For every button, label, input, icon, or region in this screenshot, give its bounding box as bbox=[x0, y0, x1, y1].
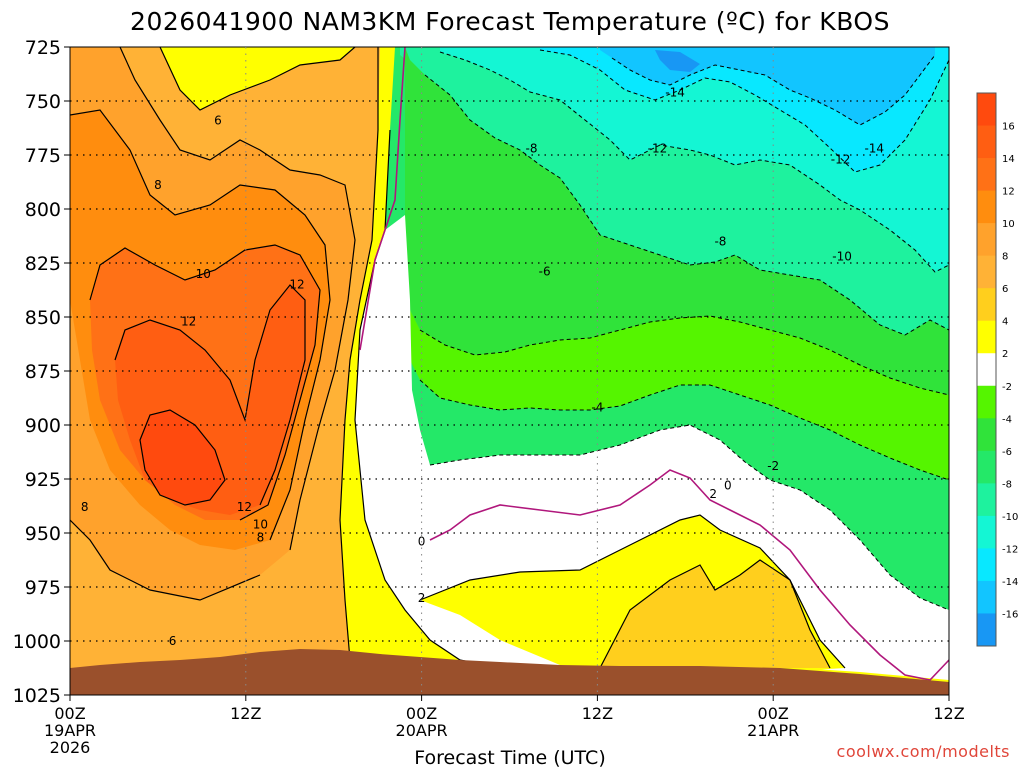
y-tick-label: 875 bbox=[25, 361, 61, 383]
colorbar-tick-label: 4 bbox=[1002, 317, 1008, 328]
colorbar-swatch bbox=[977, 288, 996, 322]
colorbar-tick-label: 14 bbox=[1002, 154, 1015, 165]
contour-label: 2 bbox=[709, 487, 717, 501]
y-tick-label: 1025 bbox=[13, 685, 61, 707]
contour-label: 2 bbox=[418, 591, 426, 605]
x-tick-label: 12Z bbox=[582, 704, 613, 723]
contour-lines-cold bbox=[419, 49, 949, 611]
contour-label: -8 bbox=[525, 142, 537, 156]
y-tick-label: 900 bbox=[25, 415, 61, 437]
colorbar-swatch bbox=[977, 223, 996, 257]
y-tick-label: 950 bbox=[25, 523, 61, 545]
terrain-ground bbox=[70, 649, 949, 695]
colorbar-swatch bbox=[977, 483, 996, 517]
colorbar-tick-label: 8 bbox=[1002, 252, 1008, 263]
colorbar-tick-label: 6 bbox=[1002, 284, 1008, 295]
x-tick-label: 12Z bbox=[933, 704, 964, 723]
band-neg2-4 bbox=[405, 300, 949, 480]
colorbar-tick-label: 10 bbox=[1002, 219, 1015, 230]
colorbar-swatch bbox=[977, 353, 996, 387]
y-tick-label: 925 bbox=[25, 469, 61, 491]
contour-label: 0 bbox=[724, 478, 732, 492]
contour-label: -10 bbox=[832, 250, 852, 264]
contour-label: -4 bbox=[591, 401, 603, 415]
contour-label: 8 bbox=[81, 500, 89, 514]
colorbar-swatch bbox=[977, 190, 996, 224]
colorbar-tick-label: 2 bbox=[1002, 349, 1008, 360]
contour-label: 10 bbox=[253, 517, 268, 531]
y-tick-label: 800 bbox=[25, 199, 61, 221]
colorbar-swatch bbox=[977, 418, 996, 452]
contour-label: 8 bbox=[154, 178, 162, 192]
colorbar-tick-label: -8 bbox=[1002, 479, 1012, 490]
contour-label: 8 bbox=[257, 530, 265, 544]
colorbar-tick-label: -14 bbox=[1002, 577, 1018, 588]
colorbar-tick-label: -12 bbox=[1002, 544, 1018, 555]
contour-lines-warm bbox=[70, 47, 846, 671]
y-tick-label: 775 bbox=[25, 145, 61, 167]
colorbar-swatch bbox=[977, 255, 996, 289]
x-axis-label: Forecast Time (UTC) bbox=[414, 747, 605, 768]
colorbar-tick-label: -4 bbox=[1002, 414, 1012, 425]
contour-label: -12 bbox=[831, 152, 851, 166]
contour-label: 6 bbox=[214, 113, 222, 127]
x-tick-label: 00Z bbox=[54, 704, 85, 723]
band-coldest bbox=[655, 50, 700, 72]
y-tick-label: 850 bbox=[25, 307, 61, 329]
plot-area bbox=[70, 47, 949, 695]
colorbar-swatch bbox=[977, 548, 996, 582]
grid bbox=[70, 47, 949, 695]
chart-title: 2026041900 NAM3KM Forecast Temperature (… bbox=[130, 7, 890, 36]
colorbar-tick-label: -6 bbox=[1002, 447, 1012, 458]
colorbar-swatch bbox=[977, 93, 996, 127]
x-tick-label: 20APR bbox=[396, 721, 448, 740]
band-neg6-8 bbox=[405, 47, 949, 395]
contour-label: 12 bbox=[237, 500, 252, 514]
colorbar-swatch bbox=[977, 320, 996, 354]
colorbar-swatch bbox=[977, 385, 996, 419]
contour-label: 6 bbox=[169, 634, 177, 648]
colorbar-tick-label: -2 bbox=[1002, 382, 1012, 393]
y-axis: 725 750 775 800 825 850 875 900 925 950 975 1000 102… bbox=[13, 37, 70, 707]
x-tick-label: 00Z bbox=[758, 704, 789, 723]
x-tick-label: 21APR bbox=[747, 721, 799, 740]
contour-label: -6 bbox=[539, 265, 551, 279]
colorbar-tick-label: -16 bbox=[1002, 609, 1018, 620]
y-tick-label: 725 bbox=[25, 37, 61, 59]
y-tick-label: 1000 bbox=[13, 631, 61, 653]
x-tick-label: 12Z bbox=[230, 704, 261, 723]
contour-label: -8 bbox=[714, 234, 726, 248]
y-tick-label: 750 bbox=[25, 91, 61, 113]
y-tick-label: 825 bbox=[25, 253, 61, 275]
credit-text: coolwx.com/modelts bbox=[837, 742, 1010, 761]
x-tick-label: 19APR bbox=[44, 721, 96, 740]
contour-label: -14 bbox=[665, 85, 685, 99]
colorbar-swatch bbox=[977, 613, 996, 647]
colorbar-tick-label: -10 bbox=[1002, 512, 1018, 523]
colorbar-frame bbox=[976, 92, 997, 647]
contour-label: 10 bbox=[196, 267, 211, 281]
y-tick-label: 975 bbox=[25, 577, 61, 599]
contour-label: -12 bbox=[648, 142, 668, 156]
colorbar-tick-label: 16 bbox=[1002, 122, 1015, 133]
colorbar-tick-label: 12 bbox=[1002, 187, 1015, 198]
colorbar-swatch bbox=[977, 125, 996, 159]
contour-lines-zero bbox=[359, 47, 949, 681]
contour-labels: 68101212121088602-14-12-8-12-14-8-10-6-4… bbox=[81, 85, 884, 648]
colorbar-swatch bbox=[977, 450, 996, 484]
contour-label: -14 bbox=[864, 142, 884, 156]
colorbar-swatch bbox=[977, 580, 996, 614]
band-14-16 bbox=[140, 410, 225, 505]
x-tick-label: 00Z bbox=[406, 704, 437, 723]
colorbar-swatch bbox=[977, 158, 996, 192]
contour-label: 0 bbox=[418, 535, 426, 549]
colorbar: 16 14 12 10 8 6 4 2 -2 -4 -6 -8 -10 -12 -14 -16 bbox=[976, 92, 1018, 647]
colorbar-swatch bbox=[977, 515, 996, 549]
contour-label: -2 bbox=[767, 459, 779, 473]
contour-label: 12 bbox=[289, 278, 304, 292]
x-tick-label: 2026 bbox=[50, 738, 91, 757]
contour-label: 12 bbox=[181, 314, 196, 328]
